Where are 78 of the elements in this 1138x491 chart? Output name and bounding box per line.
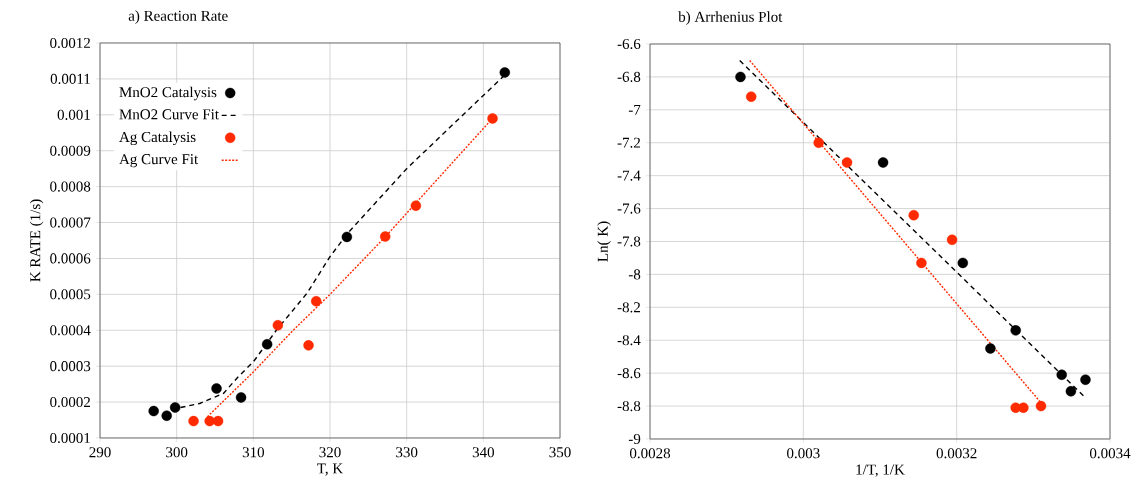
- y-tick-label: 0.0004: [50, 325, 91, 336]
- y-tick-label: 0.0009: [50, 145, 91, 156]
- x-tick-label: 0.0028: [629, 448, 671, 459]
- point: [957, 257, 969, 269]
- point: [841, 157, 853, 168]
- y-tick-label: -7.4: [617, 170, 641, 181]
- point: [1080, 374, 1091, 385]
- x-tick-label: 0.003: [787, 448, 820, 459]
- y-tick-label: 0.0008: [50, 181, 91, 192]
- point: [161, 410, 172, 421]
- legend-label: Ag Curve Fit: [119, 154, 199, 168]
- y-tick-label: 0.0011: [50, 73, 90, 84]
- point: [410, 200, 422, 211]
- y-tick-label: 0.0005: [50, 289, 91, 300]
- legend-label: Ag Catalysis: [119, 131, 196, 146]
- chart-title: a) Reaction Rate: [128, 10, 228, 24]
- point: [211, 383, 222, 394]
- point: [148, 405, 159, 417]
- point: [1065, 386, 1077, 397]
- y-tick-label: 0.001: [57, 109, 90, 120]
- point: [261, 339, 273, 350]
- x-tick-label: 330: [396, 447, 418, 458]
- y-axis-title: K RATE (1/s): [29, 199, 44, 282]
- point: [1018, 402, 1029, 413]
- y-tick-label: -8.6: [617, 368, 641, 379]
- x-tick-label: 300: [166, 447, 188, 458]
- legend-label: MnO2 Catalysis: [119, 86, 217, 101]
- y-tick-label: 0.0001: [50, 432, 90, 444]
- y-tick-label: -8: [628, 269, 641, 280]
- y-tick-label: 0.0007: [50, 217, 91, 228]
- point: [212, 415, 224, 427]
- point: [341, 231, 353, 243]
- point: [1056, 369, 1067, 380]
- y-tick-label: 0.0006: [50, 253, 91, 264]
- y-tick-label: -8.2: [617, 302, 640, 313]
- point: [169, 402, 181, 413]
- point: [272, 320, 284, 331]
- point: [746, 91, 757, 102]
- x-tick-label: 290: [89, 447, 111, 458]
- x-axis-title: 1/T, 1/K: [856, 464, 905, 477]
- x-tick-label: 340: [472, 447, 495, 458]
- y-tick-label: -7: [628, 104, 641, 115]
- point: [303, 340, 314, 351]
- point: [1010, 325, 1021, 336]
- y-tick-label: -9: [628, 433, 641, 445]
- point: [235, 392, 247, 403]
- point: [946, 234, 958, 246]
- y-tick-label: -7.6: [617, 203, 641, 214]
- point: [813, 137, 824, 148]
- y-tick-label: 0.0002: [50, 396, 90, 408]
- point: [735, 71, 746, 83]
- y-tick-label: -6.6: [617, 38, 641, 50]
- x-tick-label: 0.0034: [1089, 448, 1131, 459]
- y-tick-label: -7.2: [617, 137, 640, 148]
- y-tick-label: -8.4: [617, 335, 641, 346]
- point: [1035, 400, 1047, 412]
- point: [916, 257, 927, 269]
- y-tick-label: -6.8: [617, 71, 641, 82]
- y-tick-label: -8.8: [617, 400, 641, 412]
- y-axis-title: Ln( K): [597, 221, 611, 262]
- x-tick-label: 310: [242, 447, 265, 458]
- y-tick-label: 0.0012: [50, 37, 90, 49]
- point: [877, 157, 889, 168]
- point: [499, 67, 511, 78]
- chart-title: b) Arrhenius Plot: [678, 11, 783, 25]
- point: [380, 231, 391, 242]
- x-tick-label: 0.0032: [936, 448, 977, 459]
- y-tick-label: 0.0003: [50, 361, 91, 372]
- x-tick-label: 320: [319, 447, 341, 458]
- point: [487, 113, 498, 124]
- y-tick-label: -7.8: [617, 236, 641, 247]
- x-tick-label: 350: [549, 447, 571, 458]
- x-axis-title: T, K: [317, 463, 344, 476]
- point: [188, 415, 199, 427]
- point: [311, 295, 322, 307]
- point: [985, 343, 996, 354]
- point: [908, 209, 919, 221]
- legend-label: MnO2 Curve Fit: [119, 109, 219, 120]
